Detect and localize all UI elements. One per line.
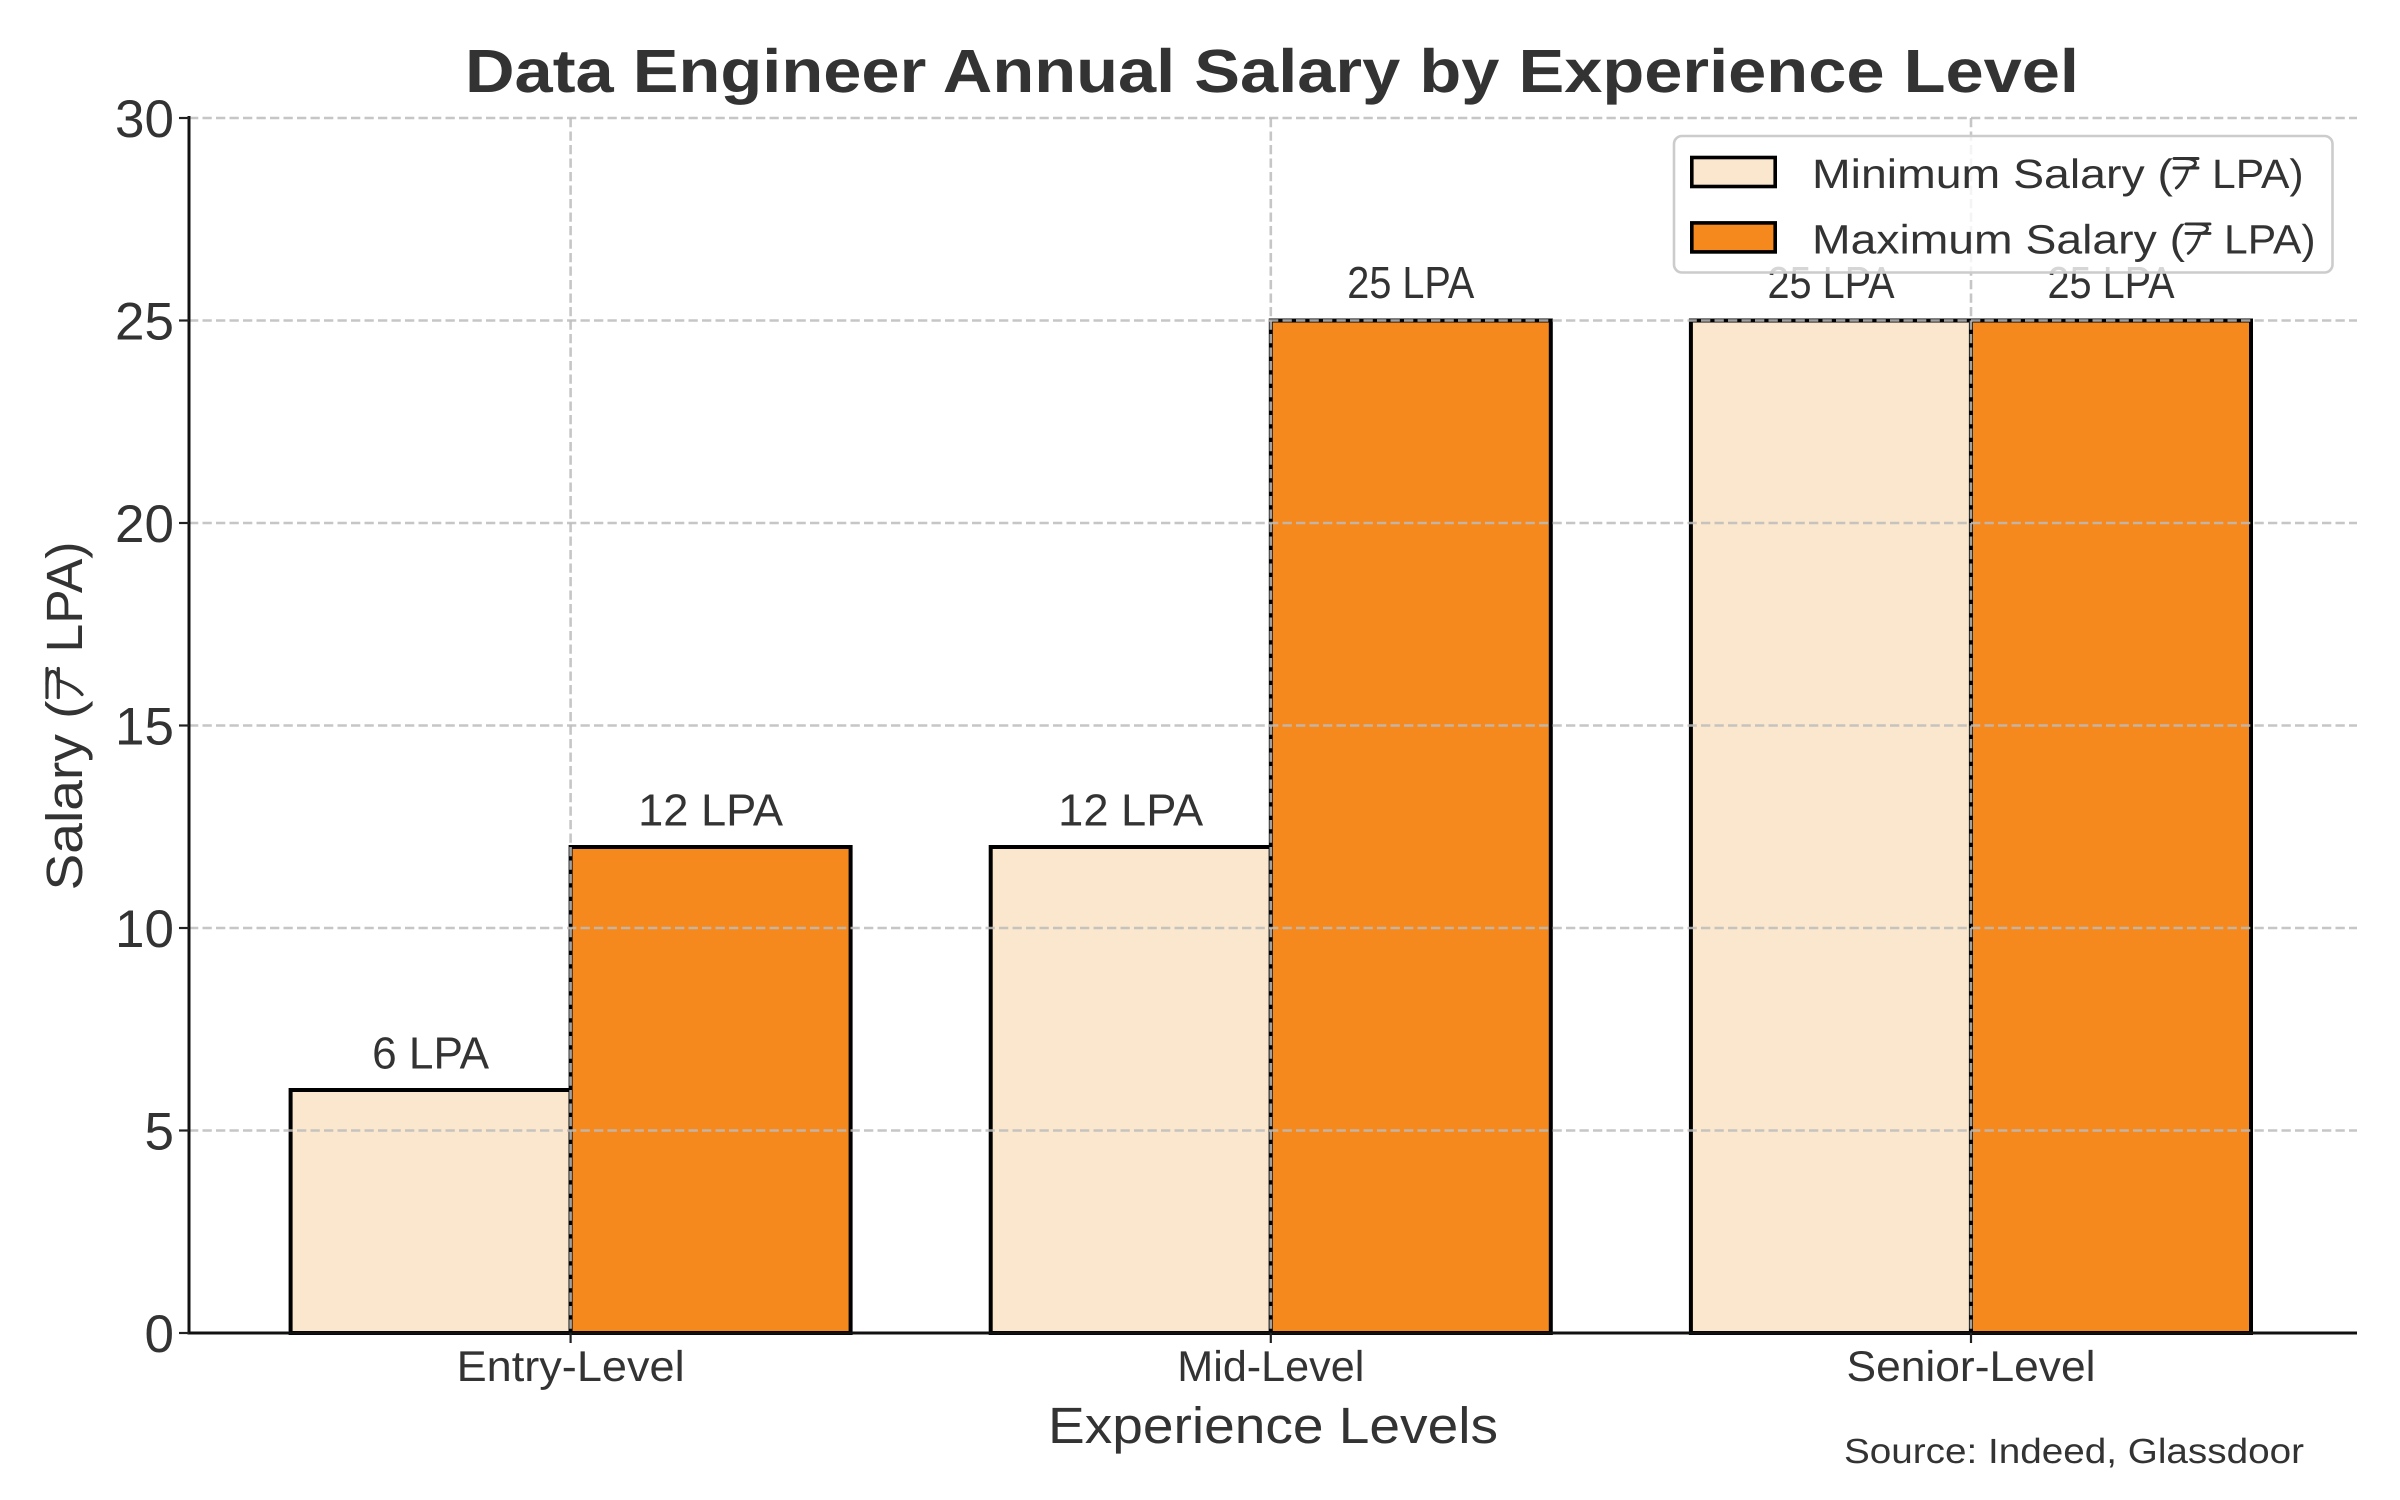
- svg-text:10: 10: [115, 900, 174, 959]
- svg-text:15: 15: [115, 698, 174, 757]
- svg-text:30: 30: [115, 90, 174, 149]
- svg-text:20: 20: [115, 495, 174, 554]
- svg-text:25: 25: [115, 293, 174, 352]
- svg-text:Minimum Salary (: Minimum Salary (: [1812, 151, 2173, 197]
- svg-text:5: 5: [145, 1103, 174, 1162]
- svg-text:Data Engineer Annual Salary by: Data Engineer Annual Salary by Experienc…: [465, 37, 2079, 105]
- svg-text:0: 0: [145, 1305, 174, 1364]
- svg-text:Mid-Level: Mid-Level: [1177, 1343, 1364, 1391]
- svg-text:Salary (: Salary (: [36, 700, 93, 890]
- svg-text:Maximum Salary (: Maximum Salary (: [1812, 216, 2185, 262]
- svg-text:LPA): LPA): [2212, 151, 2304, 197]
- svg-text:Senior-Level: Senior-Level: [1847, 1343, 2096, 1391]
- svg-text:12 LPA: 12 LPA: [1058, 785, 1203, 836]
- svg-text:LPA): LPA): [2224, 216, 2316, 262]
- svg-text:25 LPA: 25 LPA: [1347, 257, 1474, 308]
- svg-text:LPA): LPA): [36, 542, 93, 653]
- svg-text:Source: Indeed, Glassdoor: Source: Indeed, Glassdoor: [1844, 1432, 2304, 1471]
- svg-text:Experience Levels: Experience Levels: [1048, 1397, 1498, 1454]
- svg-text:6 LPA: 6 LPA: [372, 1028, 489, 1079]
- svg-text:Entry-Level: Entry-Level: [457, 1343, 685, 1391]
- svg-text:12 LPA: 12 LPA: [638, 785, 783, 836]
